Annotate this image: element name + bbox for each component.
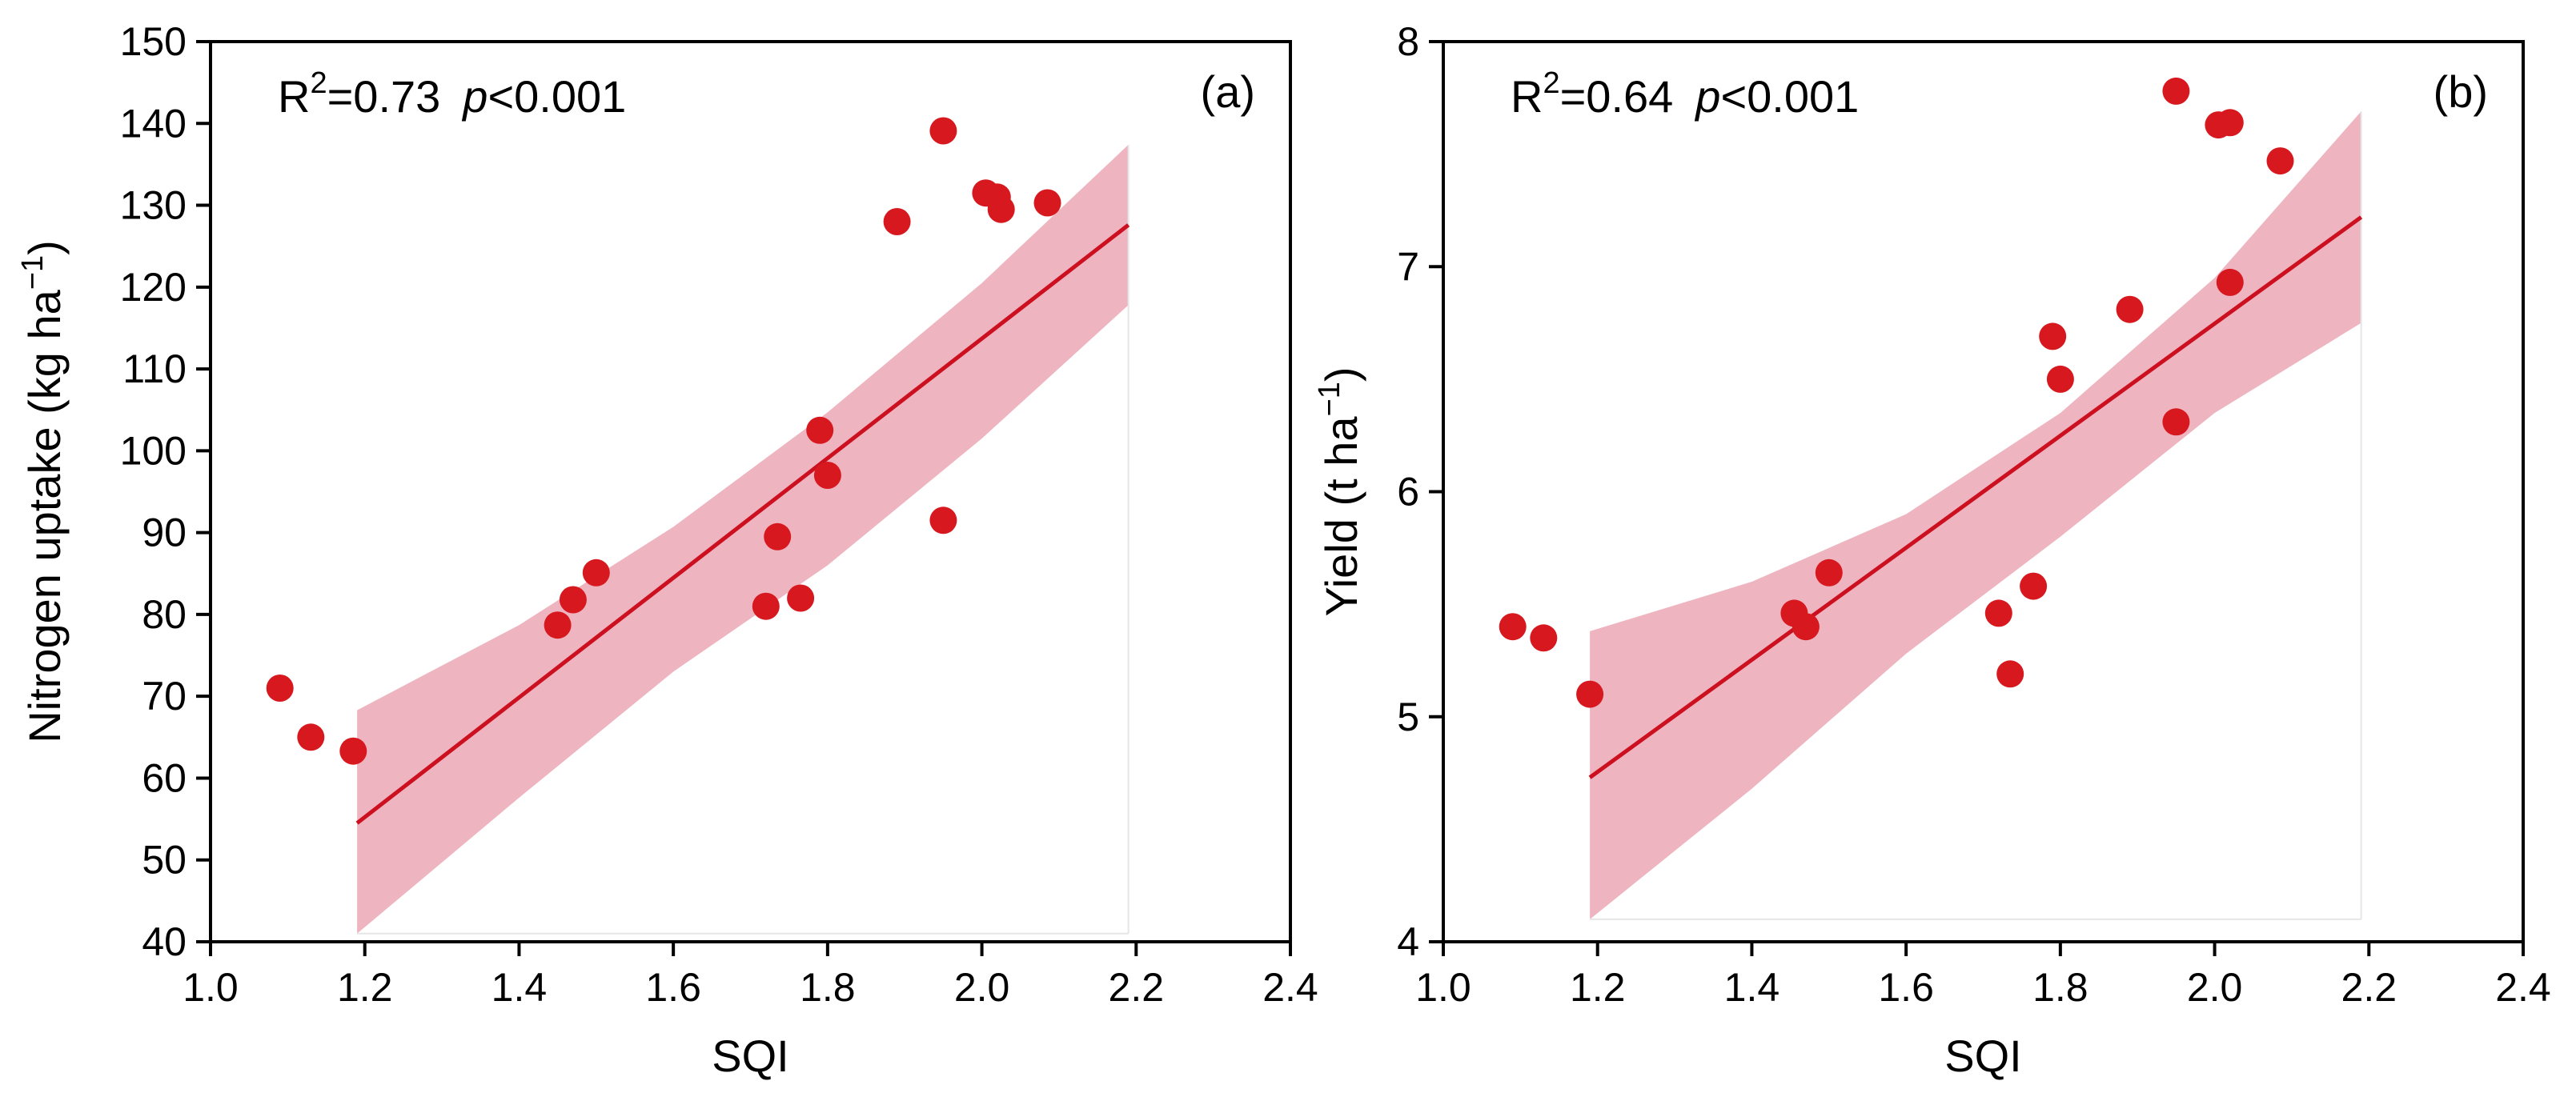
- y-tick-label: 150: [120, 19, 187, 64]
- stat-r-sup: 2: [1543, 66, 1559, 100]
- x-tick-label: 1.8: [2032, 965, 2088, 1010]
- y-tick-label: 100: [120, 428, 187, 473]
- y-tick-label: 120: [120, 265, 187, 310]
- data-point: [2046, 365, 2074, 393]
- y-tick-label: 8: [1397, 19, 1419, 64]
- data-point: [582, 559, 610, 587]
- y-axis-label-text: Yield (t ha: [1316, 416, 1366, 617]
- x-tick-label: 2.4: [1262, 965, 1318, 1010]
- y-axis-label-text: Nitrogen uptake (kg ha: [19, 289, 70, 743]
- data-point: [987, 195, 1015, 223]
- stat-p-letter: p: [1694, 71, 1720, 122]
- data-point: [297, 723, 325, 751]
- data-point: [1996, 660, 2024, 688]
- data-point: [2162, 77, 2190, 105]
- x-tick-label: 1.0: [1415, 965, 1471, 1010]
- data-point: [2162, 408, 2190, 436]
- plot-frame: [209, 40, 1292, 943]
- confidence-band: [1590, 111, 2361, 919]
- stat-r-value: =0.73: [327, 71, 441, 122]
- data-point: [2266, 147, 2294, 175]
- x-tick-label: 1.6: [645, 965, 701, 1010]
- data-point: [559, 586, 587, 614]
- y-tick-label: 7: [1397, 244, 1419, 289]
- y-axis-label-sup: −1: [16, 255, 50, 290]
- data-point: [1499, 613, 1527, 641]
- data-point: [2216, 109, 2244, 137]
- panel-label: (a): [1201, 66, 1255, 117]
- data-point: [1576, 680, 1604, 708]
- y-tick-label: 140: [120, 101, 187, 146]
- x-tick-label: 1.2: [1570, 965, 1626, 1010]
- x-tick-label: 2.0: [954, 965, 1010, 1010]
- stat-r-sup: 2: [310, 66, 327, 100]
- x-tick-label: 1.6: [1878, 965, 1934, 1010]
- stat-r-letter: R: [1511, 71, 1543, 122]
- data-point: [339, 737, 367, 765]
- stats-annotation: R2=0.73 p<0.001: [278, 66, 626, 122]
- x-tick-label: 2.4: [2495, 965, 2551, 1010]
- data-point: [266, 675, 294, 702]
- y-tick-label: 130: [120, 183, 187, 228]
- data-point: [2216, 268, 2244, 296]
- y-axis-label: Nitrogen uptake (kg ha−1): [16, 240, 70, 743]
- regression-line: [1588, 215, 2363, 779]
- data-point: [2020, 572, 2048, 600]
- stat-r-value: =0.64: [1560, 71, 1674, 122]
- x-tick-label: 2.2: [2341, 965, 2397, 1010]
- y-tick-label: 80: [142, 592, 187, 637]
- y-axis-label-close: ): [19, 240, 70, 255]
- data-point: [813, 462, 841, 489]
- data-point: [764, 522, 792, 550]
- data-point: [2039, 322, 2067, 350]
- y-tick-label: 60: [142, 755, 187, 800]
- data-point: [806, 416, 834, 444]
- y-tick-label: 4: [1397, 919, 1419, 964]
- y-axis-label-close: ): [1316, 366, 1366, 382]
- data-point: [883, 208, 911, 235]
- x-tick-label: 1.4: [492, 965, 548, 1010]
- y-tick-label: 6: [1397, 470, 1419, 514]
- chart-panel-a: 1.0 1.2 1.4 1.6 1.8 2.0 2.2 2.4 40 50 60 70 80 90 100 1…: [16, 19, 1318, 1081]
- data-point: [1792, 613, 1820, 641]
- y-tick-label: 50: [142, 838, 187, 883]
- y-axis-label-sup: −1: [1313, 382, 1346, 416]
- data-point: [1033, 189, 1061, 217]
- regression-line: [355, 223, 1130, 825]
- data-point: [752, 592, 780, 620]
- y-tick-label: 70: [142, 674, 187, 719]
- x-axis-label: SQI: [712, 1031, 788, 1081]
- data-point: [1530, 624, 1558, 652]
- stats-annotation: R2=0.64 p<0.001: [1511, 66, 1859, 122]
- data-point: [1984, 599, 2012, 627]
- x-tick-label: 1.8: [800, 965, 856, 1010]
- y-tick-label: 110: [122, 346, 187, 391]
- panel-label: (b): [2434, 66, 2488, 117]
- y-tick-label: 5: [1397, 695, 1419, 739]
- y-tick-label: 90: [142, 510, 187, 555]
- data-point: [787, 584, 815, 612]
- stat-p-letter: p: [461, 71, 488, 122]
- chart-panel-b: 1.0 1.2 1.4 1.6 1.8 2.0 2.2 2.4 4 5 6 7 8 SQI Yield (t…: [1313, 19, 2551, 1081]
- data-point: [929, 506, 957, 534]
- data-point: [544, 611, 572, 639]
- x-tick-label: 1.2: [337, 965, 393, 1010]
- data-point: [929, 117, 957, 145]
- x-tick-label: 1.0: [183, 965, 239, 1010]
- y-axis-label: Yield (t ha−1): [1313, 366, 1366, 616]
- stat-p-value: <0.001: [488, 71, 626, 122]
- data-point: [1815, 559, 1843, 587]
- data-point: [2116, 295, 2144, 323]
- x-tick-label: 1.4: [1724, 965, 1780, 1010]
- x-axis-label: SQI: [1944, 1031, 2021, 1081]
- stat-p-value: <0.001: [1720, 71, 1859, 122]
- x-tick-label: 2.2: [1109, 965, 1165, 1010]
- x-tick-label: 2.0: [2187, 965, 2243, 1010]
- y-tick-label: 40: [142, 919, 187, 964]
- stat-r-letter: R: [278, 71, 310, 122]
- confidence-band: [357, 144, 1129, 934]
